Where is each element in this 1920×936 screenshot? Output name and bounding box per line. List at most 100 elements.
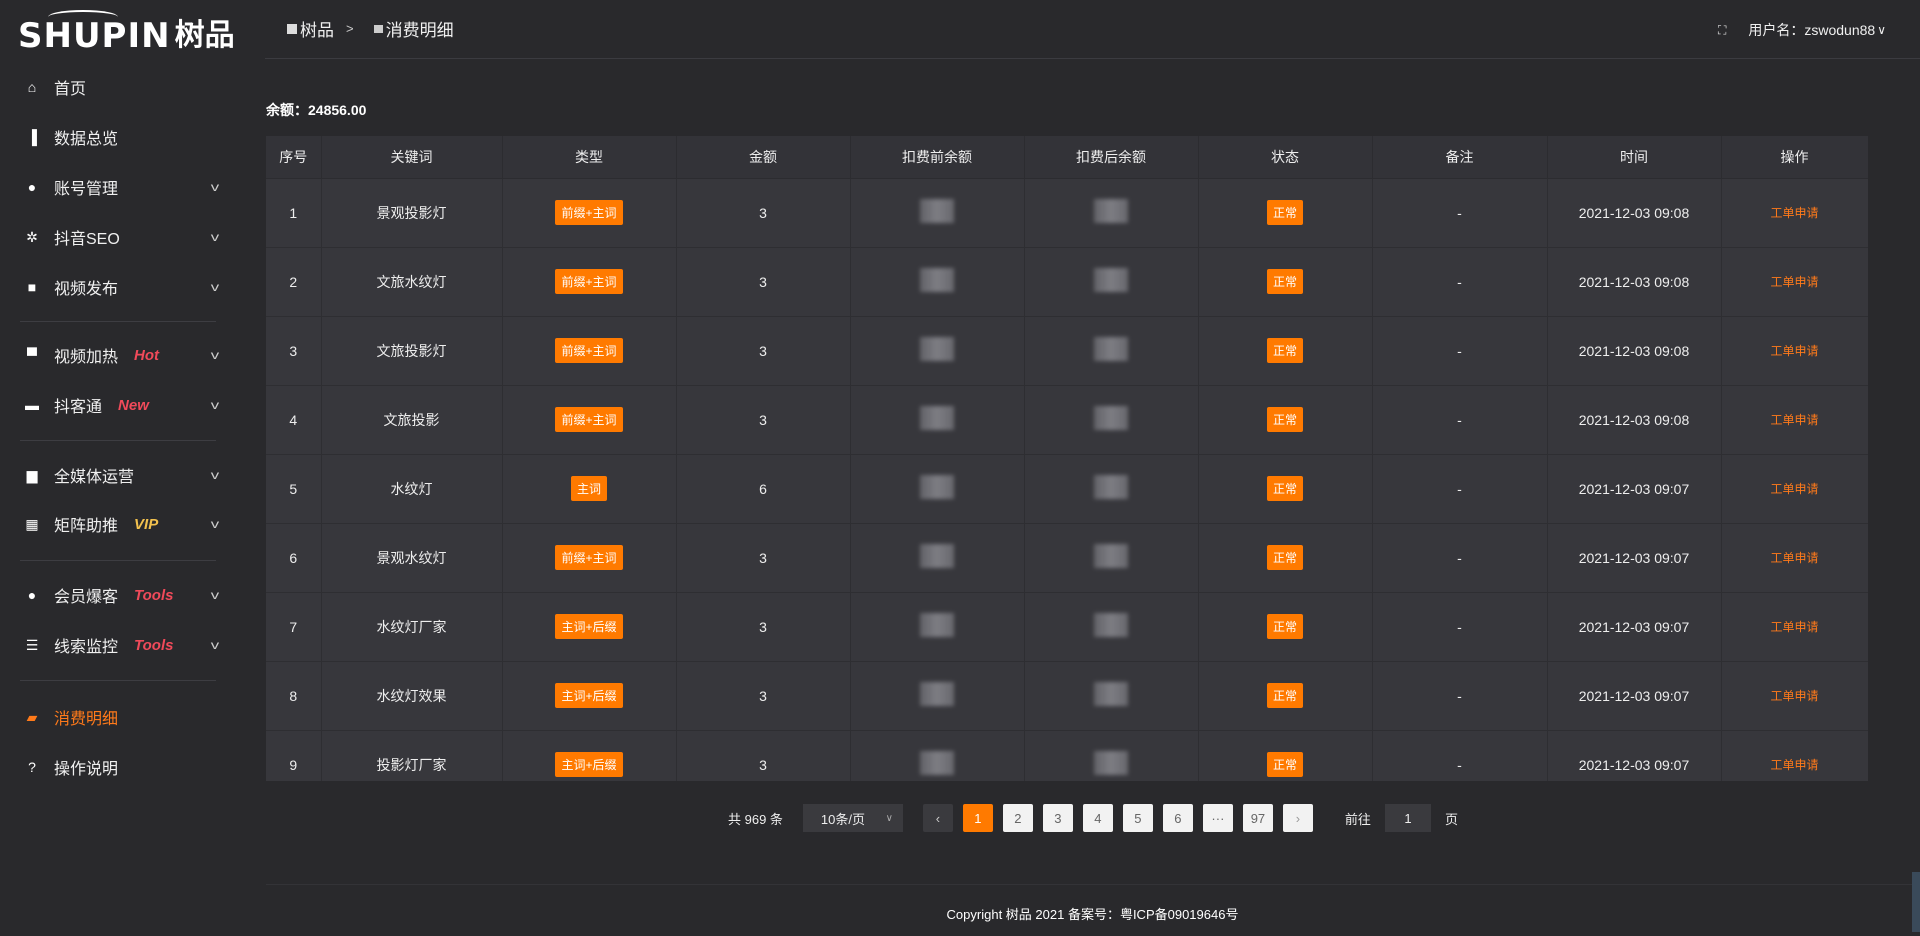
sidebar-item-tag: Hot xyxy=(134,346,160,364)
sidebar-item-tag: VIP xyxy=(134,515,159,533)
type-badge: 前缀+主词 xyxy=(555,338,623,363)
row-note: - xyxy=(1372,178,1548,248)
ticket-request-link[interactable]: 工单申请 xyxy=(1770,344,1819,358)
row-amount: 3 xyxy=(676,661,851,731)
status-cell: 正常 xyxy=(1198,523,1373,593)
status-badge: 正常 xyxy=(1266,476,1303,501)
chart-icon xyxy=(287,23,297,34)
row-note: - xyxy=(1372,523,1548,593)
page-size-value: 10条/页 xyxy=(820,811,865,827)
sidebar-item-label: 矩阵助推 xyxy=(54,518,119,535)
sidebar-item-label: 视频加热 xyxy=(54,349,119,366)
sidebar-item-1[interactable]: ▐ 数据总览 xyxy=(0,117,265,157)
column-header: 序号 xyxy=(266,136,322,179)
goto-label: 前往 xyxy=(1344,811,1371,827)
ticket-request-link[interactable]: 工单申请 xyxy=(1770,206,1819,220)
type-cell: 主词+后缀 xyxy=(502,730,677,781)
sidebar-item-label: 账号管理 xyxy=(54,181,119,198)
action-cell: 工单申请 xyxy=(1721,661,1868,731)
chevron-down-icon: v xyxy=(210,638,220,652)
status-cell: 正常 xyxy=(1198,385,1373,455)
sidebar-divider xyxy=(20,440,216,441)
video-camera-icon: ■ xyxy=(27,279,37,295)
sidebar-item-0[interactable]: ⌂ 首页 xyxy=(0,67,265,107)
gear-icon: ✲ xyxy=(26,228,38,245)
page-button[interactable]: 6 xyxy=(1162,804,1193,832)
fullscreen-icon[interactable]: ⛶ xyxy=(1717,22,1727,37)
username[interactable]: 用户名：zswodun88 xyxy=(1748,22,1876,38)
page-button[interactable]: 3 xyxy=(1042,804,1073,832)
row-time: 2021-12-03 09:08 xyxy=(1547,385,1722,455)
blurred-value xyxy=(1094,475,1128,499)
breadcrumb-home[interactable]: 树品 xyxy=(300,21,334,40)
ticket-request-link[interactable]: 工单申请 xyxy=(1770,689,1819,703)
type-cell: 前缀+主词 xyxy=(502,178,677,248)
prev-page-button[interactable]: ‹ xyxy=(922,804,953,832)
row-time: 2021-12-03 09:08 xyxy=(1547,178,1722,248)
balance-before-cell xyxy=(850,661,1025,731)
status-badge: 正常 xyxy=(1266,683,1303,708)
row-keyword: 投影灯厂家 xyxy=(321,730,503,781)
sidebar-item-label: 抖客通 xyxy=(54,399,103,416)
page-button[interactable]: 97 xyxy=(1242,804,1273,832)
table-row: 1 景观投影灯 前缀+主词 3 正常 - 2021-12-03 09:08 工单… xyxy=(266,178,1868,248)
page-button[interactable]: 1 xyxy=(962,804,993,832)
sidebar-item-11[interactable]: ▰ 消费明细 xyxy=(0,697,265,737)
chevron-down-icon[interactable]: ∨ xyxy=(1877,23,1886,37)
sidebar-item-2[interactable]: ● 账号管理 v xyxy=(0,167,265,207)
sidebar-item-5[interactable]: ▀ 视频加热 Hot v xyxy=(0,335,265,375)
status-badge: 正常 xyxy=(1266,545,1303,570)
blurred-value xyxy=(1094,337,1128,361)
type-cell: 前缀+主词 xyxy=(502,247,677,317)
wallet-icon: ▰ xyxy=(26,708,38,725)
page-button[interactable]: 5 xyxy=(1122,804,1153,832)
row-no: 3 xyxy=(266,316,322,386)
table-row: 6 景观水纹灯 前缀+主词 3 正常 - 2021-12-03 09:07 工单… xyxy=(266,523,1868,593)
balance-before-cell xyxy=(850,730,1025,781)
column-header: 类型 xyxy=(502,136,677,179)
sidebar-item-6[interactable]: ▬ 抖客通 New v xyxy=(0,385,265,425)
table-row: 2 文旅水纹灯 前缀+主词 3 正常 - 2021-12-03 09:08 工单… xyxy=(266,247,1868,317)
page-button[interactable]: 2 xyxy=(1002,804,1033,832)
status-badge: 正常 xyxy=(1266,407,1303,432)
chevron-down-icon: v xyxy=(210,180,220,194)
row-amount: 3 xyxy=(676,178,851,248)
ticket-request-link[interactable]: 工单申请 xyxy=(1770,275,1819,289)
ticket-request-link[interactable]: 工单申请 xyxy=(1770,482,1819,496)
sidebar-item-3[interactable]: ✲ 抖音SEO v xyxy=(0,217,265,257)
user-menu[interactable]: ⛶ 用户名：zswodun88 ∨ xyxy=(1718,20,1886,40)
sidebar: SHUPIN 树品 ⌂ 首页 ▐ 数据总览 ● 账号管理 v ✲ 抖音SEO v ■ 视频发布 v ▀ 视频… xyxy=(0,0,265,936)
sidebar-item-tag: Tools xyxy=(134,636,174,654)
sidebar-item-label: 全媒体运营 xyxy=(54,469,135,486)
sidebar-item-4[interactable]: ■ 视频发布 v xyxy=(0,267,265,307)
ticket-request-link[interactable]: 工单申请 xyxy=(1770,551,1819,565)
ticket-request-link[interactable]: 工单申请 xyxy=(1770,413,1819,427)
sidebar-item-8[interactable]: ▦ 矩阵助推 VIP v xyxy=(0,504,265,544)
sidebar-item-12[interactable]: ? 操作说明 xyxy=(0,747,265,787)
balance-before-cell xyxy=(850,316,1025,386)
balance-after-cell xyxy=(1024,178,1199,248)
ticket-request-link[interactable]: 工单申请 xyxy=(1770,758,1819,772)
help-icon: ? xyxy=(28,759,36,775)
billboard-icon: ▀ xyxy=(27,347,37,363)
sidebar-item-9[interactable]: ● 会员爆客 Tools v xyxy=(0,575,265,615)
row-keyword: 景观投影灯 xyxy=(321,178,503,248)
status-badge: 正常 xyxy=(1266,338,1303,363)
balance-after-cell xyxy=(1024,247,1199,317)
type-badge: 前缀+主词 xyxy=(555,200,623,225)
grid-icon: ▦ xyxy=(25,515,39,532)
next-page-button[interactable]: › xyxy=(1282,804,1313,832)
column-header: 状态 xyxy=(1198,136,1373,179)
sidebar-item-7[interactable]: ▆ 全媒体运营 v xyxy=(0,455,265,495)
row-note: - xyxy=(1372,247,1548,317)
goto-page-input[interactable]: 1 xyxy=(1384,804,1431,832)
scrollbar[interactable] xyxy=(1912,872,1920,932)
ticket-request-link[interactable]: 工单申请 xyxy=(1770,620,1819,634)
page-button[interactable]: ··· xyxy=(1202,804,1233,832)
page-size-select[interactable]: 10条/页 ∨ xyxy=(802,804,903,832)
type-badge: 前缀+主词 xyxy=(555,407,623,432)
page-button[interactable]: 4 xyxy=(1082,804,1113,832)
sidebar-item-10[interactable]: ☰ 线索监控 Tools v xyxy=(0,625,265,665)
sidebar-item-tag: Tools xyxy=(134,586,174,604)
blurred-value xyxy=(1094,682,1128,706)
